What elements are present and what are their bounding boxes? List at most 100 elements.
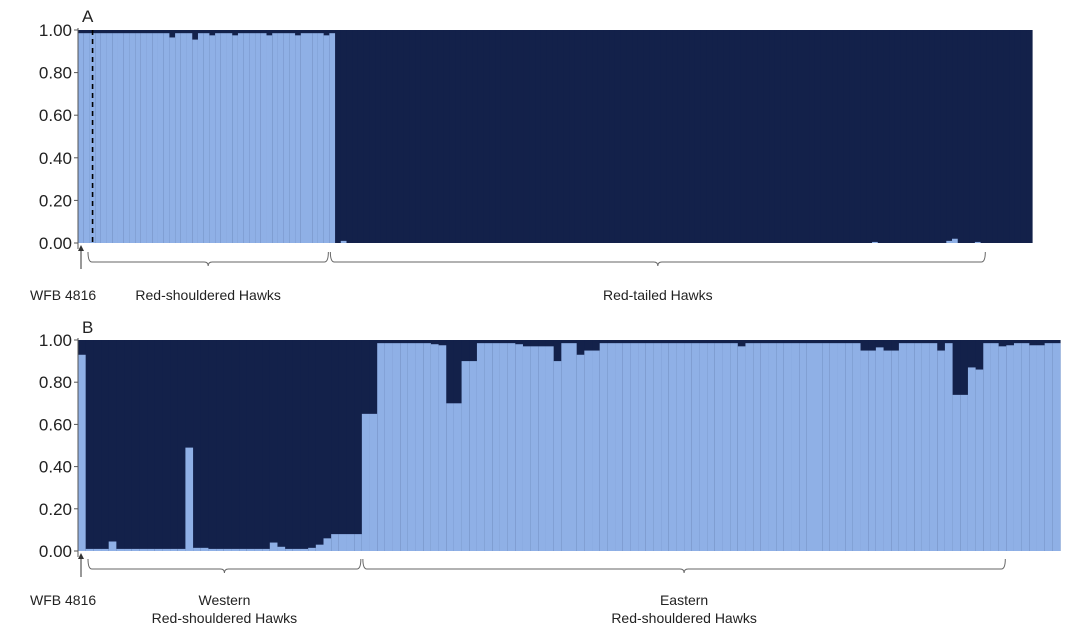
bar-light-123 xyxy=(1013,343,1023,551)
bar-dark-10 xyxy=(147,340,156,551)
bar-dark-128 xyxy=(803,30,810,243)
marker-label: WFB 4816 xyxy=(30,287,96,303)
bar-dark-140 xyxy=(872,30,879,243)
bar-light-31 xyxy=(308,547,317,551)
bar-dark-165 xyxy=(1014,30,1022,243)
bar-light-34 xyxy=(331,534,340,551)
bar-light-31 xyxy=(249,33,256,243)
bar-dark-46 xyxy=(335,30,342,243)
bar-dark-139 xyxy=(866,30,873,243)
bar-dark-2 xyxy=(85,340,94,551)
bar-dark-107 xyxy=(683,30,690,243)
bar-dark-79 xyxy=(523,30,530,243)
bar-dark-122 xyxy=(769,30,776,243)
bar-dark-97 xyxy=(626,30,633,243)
bar-light-24 xyxy=(254,548,263,551)
bar-dark-157 xyxy=(969,30,976,243)
bar-light-8 xyxy=(117,33,125,243)
bar-dark-131 xyxy=(820,30,827,243)
bar-dark-114 xyxy=(723,30,730,243)
bar-light-19 xyxy=(180,33,188,243)
bar-light-81 xyxy=(691,343,701,551)
bar-light-39 xyxy=(295,35,302,243)
bar-dark-100 xyxy=(643,30,650,243)
bar-light-127 xyxy=(1044,343,1053,551)
bar-dark-155 xyxy=(957,30,965,243)
bar-dark-74 xyxy=(495,30,502,243)
bar-light-57 xyxy=(507,343,516,551)
bar-dark-142 xyxy=(883,30,890,243)
bar-light-2 xyxy=(85,548,94,551)
bar-light-3 xyxy=(93,548,102,551)
bar-light-54 xyxy=(484,343,493,551)
bar-dark-50 xyxy=(357,30,365,243)
bar-dark-55 xyxy=(386,30,393,243)
bar-light-96 xyxy=(806,343,816,551)
bar-light-115 xyxy=(952,394,961,551)
bar-dark-101 xyxy=(649,30,656,243)
bar-dark-30 xyxy=(300,340,309,551)
bar-dark-146 xyxy=(906,30,913,243)
group-label: Red-tailed Hawks xyxy=(603,287,713,303)
bar-dark-95 xyxy=(614,30,622,243)
y-tick-label: 0.40 xyxy=(39,149,72,168)
bar-dark-135 xyxy=(843,30,850,243)
bar-dark-102 xyxy=(654,30,662,243)
bar-light-48 xyxy=(438,345,447,551)
bar-dark-137 xyxy=(854,30,862,243)
bar-dark-75 xyxy=(500,30,508,243)
bar-dark-141 xyxy=(877,30,885,243)
bar-dark-88 xyxy=(574,30,582,243)
bar-dark-115 xyxy=(729,30,736,243)
bar-light-62 xyxy=(545,346,555,551)
bar-dark-127 xyxy=(797,30,805,243)
bar-light-41 xyxy=(306,33,313,243)
bar-dark-110 xyxy=(700,30,707,243)
bar-dark-164 xyxy=(1009,30,1016,243)
bar-dark-80 xyxy=(529,30,536,243)
bar-light-64 xyxy=(561,343,570,551)
group-bracket-2 xyxy=(362,558,1006,574)
bar-light-22 xyxy=(239,548,248,551)
bar-dark-36 xyxy=(346,340,355,551)
bar-dark-90 xyxy=(586,30,593,243)
bar-dark-149 xyxy=(923,30,930,243)
y-tick-label: 0.40 xyxy=(39,458,72,477)
bar-light-41 xyxy=(384,343,394,551)
y-tick-label: 0.20 xyxy=(39,191,72,210)
group-bracket-1 xyxy=(87,558,362,574)
bar-dark-94 xyxy=(609,30,616,243)
bar-dark-8 xyxy=(131,340,140,551)
group-bracket-1 xyxy=(87,251,329,267)
bar-light-43 xyxy=(400,343,409,551)
bar-light-46 xyxy=(423,343,432,551)
bar-light-45 xyxy=(329,33,336,243)
bar-dark-28 xyxy=(285,340,294,551)
bar-light-12 xyxy=(162,548,171,551)
bar-light-75 xyxy=(645,343,654,551)
bar-dark-68 xyxy=(460,30,468,243)
bar-light-97 xyxy=(814,343,823,551)
bar-light-17 xyxy=(200,547,210,551)
bar-light-44 xyxy=(407,343,417,551)
bar-light-14 xyxy=(177,548,186,551)
bar-light-87 xyxy=(737,346,747,551)
bar-dark-87 xyxy=(569,30,576,243)
bar-dark-6 xyxy=(116,340,125,551)
bar-light-18 xyxy=(175,33,182,243)
bar-light-4 xyxy=(101,548,110,551)
bar-dark-72 xyxy=(483,30,490,243)
bar-dark-111 xyxy=(706,30,713,243)
y-tick-label: 0.20 xyxy=(39,500,72,519)
y-tick-label: 0.60 xyxy=(39,415,72,434)
bar-light-52 xyxy=(469,361,478,551)
bar-light-25 xyxy=(215,33,222,243)
bar-dark-65 xyxy=(443,30,450,243)
bar-light-92 xyxy=(776,343,785,551)
bar-dark-89 xyxy=(580,30,588,243)
marker-arrow-head xyxy=(78,553,84,559)
bar-dark-69 xyxy=(466,30,473,243)
bar-dark-91 xyxy=(592,30,599,243)
bar-dark-11 xyxy=(154,340,163,551)
y-tick-label: 0.00 xyxy=(39,234,72,253)
